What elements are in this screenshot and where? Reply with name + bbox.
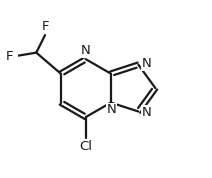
Text: N: N [81,44,91,57]
Text: F: F [42,20,50,33]
Text: F: F [6,50,14,63]
Text: N: N [107,103,117,116]
Text: Cl: Cl [79,140,92,153]
Text: N: N [142,106,152,119]
Text: N: N [142,57,152,70]
